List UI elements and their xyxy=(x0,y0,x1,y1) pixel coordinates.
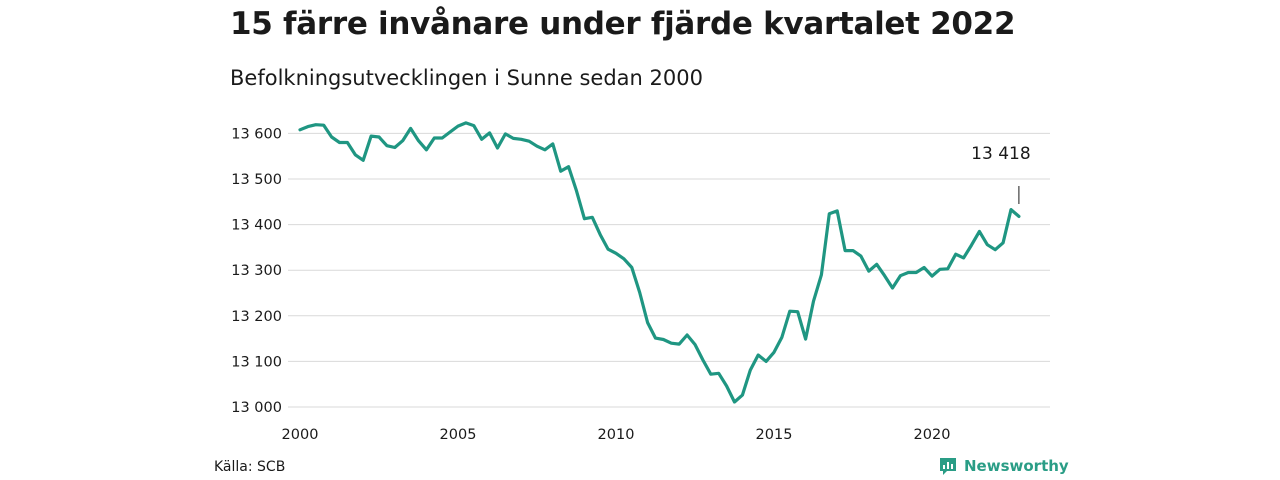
y-tick-label: 13 000 xyxy=(231,400,282,416)
chart-title: 15 färre invånare under fjärde kvartalet… xyxy=(230,6,1016,42)
x-tick-label: 2000 xyxy=(282,427,319,443)
x-axis-ticks: 2000 2005 2010 2015 2020 xyxy=(282,427,951,443)
y-tick-label: 13 400 xyxy=(231,218,282,234)
source-note: Källa: SCB xyxy=(214,459,286,475)
y-tick-label: 13 200 xyxy=(231,309,282,325)
y-tick-label: 13 600 xyxy=(231,126,282,142)
y-tick-label: 13 500 xyxy=(231,172,282,188)
y-axis-ticks: 13 000 13 100 13 200 13 300 13 400 13 500 13 6… xyxy=(231,126,282,416)
y-tick-label: 13 300 xyxy=(231,263,282,279)
series-line xyxy=(298,121,1021,404)
chart-bubble-icon xyxy=(938,456,958,476)
x-tick-label: 2020 xyxy=(914,427,951,443)
brand-name: Newsworthy xyxy=(964,457,1069,475)
y-tick-label: 13 100 xyxy=(231,354,282,370)
annotation-label: 13 418 xyxy=(971,144,1030,164)
x-tick-label: 2015 xyxy=(756,427,793,443)
gridlines xyxy=(288,132,1050,408)
x-tick-label: 2005 xyxy=(440,427,477,443)
chart-subtitle: Befolkningsutvecklingen i Sunne sedan 20… xyxy=(230,66,703,90)
x-tick-label: 2010 xyxy=(598,427,635,443)
brand-logo[interactable]: Newsworthy xyxy=(938,456,1069,476)
